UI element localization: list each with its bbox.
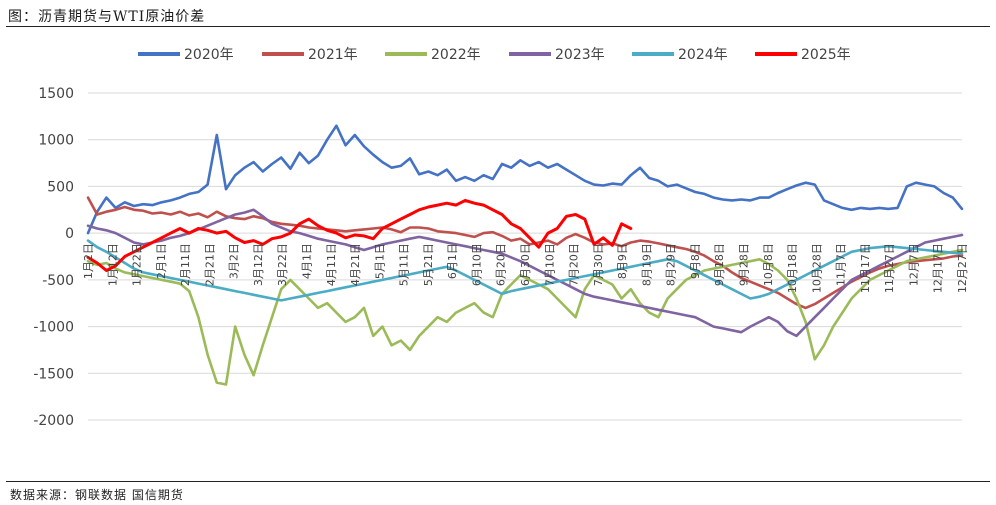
x-tick-label: 7月10日 bbox=[543, 243, 556, 286]
legend-label: 2021年 bbox=[308, 47, 358, 63]
top-rule bbox=[6, 26, 990, 27]
x-tick-label: 2月11日 bbox=[179, 243, 192, 286]
x-tick-label: 10月28日 bbox=[810, 243, 823, 293]
x-tick-label: 11月17日 bbox=[859, 243, 872, 293]
x-tick-label: 1月22日 bbox=[131, 243, 144, 286]
x-tick-label: 9月28日 bbox=[738, 243, 751, 286]
x-tick-label: 12月7日 bbox=[907, 243, 920, 286]
x-tick-label: 11月27日 bbox=[883, 243, 896, 293]
x-tick-label: 1月2日 bbox=[82, 243, 95, 279]
series-line-2024年 bbox=[86, 239, 964, 302]
x-tick-label: 4月1日 bbox=[301, 243, 314, 279]
figure-source: 数据来源：钢联数据 国信期货 bbox=[10, 488, 184, 502]
series-line-2020年 bbox=[86, 124, 964, 235]
series-line-2021年 bbox=[86, 196, 964, 310]
legend-label: 2022年 bbox=[431, 47, 481, 63]
x-tick-label: 3月2日 bbox=[228, 243, 241, 279]
legend-item: 2023年 bbox=[509, 47, 605, 63]
series-line-2023年 bbox=[86, 208, 964, 338]
legend-label: 2024年 bbox=[678, 47, 728, 63]
x-axis-tick-labels: 1月2日 1月12日 1月22日 2月1日 2月11日 2月21日 3月2日 3月12日 3月2… bbox=[82, 243, 969, 293]
x-tick-label: 10月18日 bbox=[786, 243, 799, 293]
y-tick-label: -2000 bbox=[33, 413, 74, 429]
x-tick-label: 4月21日 bbox=[349, 243, 362, 286]
y-tick-label: -1500 bbox=[33, 366, 74, 382]
legend-item: 2022年 bbox=[385, 47, 481, 63]
x-tick-label: 4月11日 bbox=[325, 243, 338, 286]
x-tick-label: 5月11日 bbox=[398, 243, 411, 286]
y-axis-tick-labels: 1500 1000 500 0 -500 -1000 -1500 -2000 bbox=[33, 86, 74, 429]
legend-label: 2023年 bbox=[555, 47, 605, 63]
y-tick-label: -500 bbox=[42, 273, 74, 289]
x-tick-label: 9月18日 bbox=[713, 243, 726, 286]
x-tick-label: 12月27日 bbox=[956, 243, 969, 293]
y-tick-label: 0 bbox=[65, 226, 74, 242]
bottom-rule bbox=[6, 481, 990, 482]
legend-item: 2024年 bbox=[632, 47, 728, 63]
y-tick-label: 1000 bbox=[38, 133, 74, 149]
x-tick-label: 9月8日 bbox=[689, 243, 702, 279]
x-tick-label: 11月7日 bbox=[835, 243, 848, 286]
legend-item: 2025年 bbox=[755, 47, 851, 63]
series-line-2022年 bbox=[86, 248, 964, 386]
x-tick-label: 5月1日 bbox=[373, 243, 386, 279]
x-tick-label: 1月12日 bbox=[106, 243, 119, 286]
x-tick-label: 3月22日 bbox=[276, 243, 289, 286]
x-tick-label: 12月17日 bbox=[932, 243, 945, 293]
x-tick-label: 10月8日 bbox=[762, 243, 775, 286]
x-tick-label: 6月30日 bbox=[519, 243, 532, 286]
x-tick-label: 3月12日 bbox=[252, 243, 265, 286]
x-tick-label: 6月20日 bbox=[495, 243, 508, 286]
x-tick-label: 2月1日 bbox=[155, 243, 168, 279]
y-tick-label: 1500 bbox=[38, 86, 74, 102]
x-tick-label: 8月9日 bbox=[616, 243, 629, 279]
x-tick-label: 7月30日 bbox=[592, 243, 605, 286]
x-tick-label: 6月1日 bbox=[446, 243, 459, 279]
series-lines bbox=[86, 124, 964, 386]
x-tick-label: 2月21日 bbox=[203, 243, 216, 286]
series-line-2025年 bbox=[86, 198, 633, 272]
legend: 2020年 2021年 2022年 2023年 2024年 2025年 bbox=[138, 47, 851, 63]
legend-label: 2025年 bbox=[801, 47, 851, 63]
legend-item: 2021年 bbox=[262, 47, 358, 63]
y-tick-label: 500 bbox=[47, 179, 74, 195]
legend-label: 2020年 bbox=[184, 47, 234, 63]
figure-title: 图：沥青期货与WTI原油价差 bbox=[8, 9, 206, 25]
y-tick-label: -1000 bbox=[33, 320, 74, 336]
x-tick-label: 8月29日 bbox=[665, 243, 678, 286]
x-tick-label: 6月10日 bbox=[470, 243, 483, 286]
x-tick-label: 8月19日 bbox=[640, 243, 653, 286]
x-tick-label: 7月20日 bbox=[568, 243, 581, 286]
legend-item: 2020年 bbox=[138, 47, 234, 63]
x-tick-label: 5月21日 bbox=[422, 243, 435, 286]
